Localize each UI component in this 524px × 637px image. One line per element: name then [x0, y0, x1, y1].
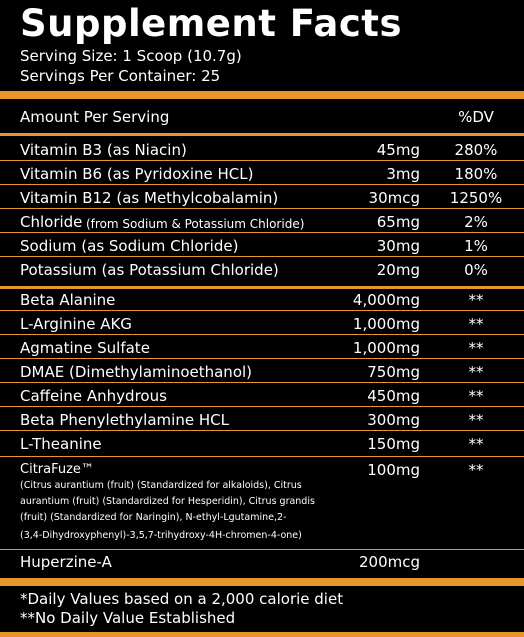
ingredient-amount: 200mcg: [358, 553, 420, 571]
row-divider: [0, 430, 524, 431]
ingredient-amount: 150mg: [367, 435, 420, 453]
ingredient-dv: **: [468, 291, 484, 309]
ingredient-amount: 30mg: [376, 237, 420, 255]
ingredient-dv: **: [468, 435, 484, 453]
ingredient-amount: 750mg: [367, 363, 420, 381]
ingredient-amount: 45mg: [376, 141, 420, 159]
ingredient-dv: **: [468, 315, 484, 333]
ingredient-dv: **: [468, 387, 484, 405]
row-divider: [0, 256, 524, 257]
ingredient-amount: 100mg: [367, 461, 420, 479]
ingredient-name: Sodium (as Sodium Chloride): [20, 237, 239, 255]
ingredient-amount: 30mcg: [368, 189, 420, 207]
footnote-no-daily-value: **No Daily Value Established: [20, 609, 236, 627]
ingredient-name: L-Arginine AKG: [20, 315, 132, 333]
divider-medium: [0, 286, 524, 289]
ingredient-dv: 1%: [464, 237, 488, 255]
row-divider: [0, 310, 524, 311]
ingredient-dv: 1250%: [449, 189, 503, 207]
citrafuze-detail-line: (3,4-Dihydroxyphenyl)-3,5,7-trihydroxy-4…: [20, 530, 302, 541]
ingredient-name: Vitamin B6 (as Pyridoxine HCL): [20, 165, 254, 183]
ingredient-dv: **: [468, 339, 484, 357]
ingredient-dv: **: [468, 411, 484, 429]
ingredient-amount: 20mg: [376, 261, 420, 279]
ingredient-amount: 1,000mg: [352, 339, 420, 357]
ingredient-name: Huperzine-A: [20, 553, 112, 571]
divider-bottom: [0, 632, 524, 637]
ingredient-name: DMAE (Dimethylaminoethanol): [20, 363, 253, 381]
citrafuze-detail-line: (fruit) (Standardized for Naringin), N-e…: [20, 512, 287, 523]
servings-per-container: Servings Per Container: 25: [20, 67, 221, 85]
ingredient-name: Vitamin B12 (as Methylcobalamin): [20, 189, 279, 207]
ingredient-amount: 1,000mg: [352, 315, 420, 333]
row-divider: [0, 184, 524, 185]
ingredient-name-suffix: (from Sodium & Potassium Chloride): [86, 217, 305, 231]
ingredient-name: Potassium (as Potassium Chloride): [20, 261, 279, 279]
ingredient-name: Agmatine Sulfate: [20, 339, 150, 357]
ingredient-amount: 4,000mg: [352, 291, 420, 309]
citrafuze-detail: (Citrus aurantium (fruit) (Standardized …: [20, 478, 440, 544]
row-divider: [0, 334, 524, 335]
ingredient-amount: 300mg: [367, 411, 420, 429]
row-divider: [0, 358, 524, 359]
row-divider: [0, 208, 524, 209]
ingredient-dv: 2%: [464, 213, 488, 231]
row-divider: [0, 160, 524, 161]
ingredient-dv: **: [468, 363, 484, 381]
ingredient-name: L-Theanine: [20, 435, 102, 453]
page-title: Supplement Facts: [20, 2, 403, 45]
citrafuze-detail-line: aurantium (fruit) (Standardized for Hesp…: [20, 496, 315, 507]
divider-thick: [0, 91, 524, 99]
citrafuze-detail-line: (Citrus aurantium (fruit) (Standardized …: [20, 480, 302, 491]
ingredient-name: Vitamin B3 (as Niacin): [20, 141, 187, 159]
ingredient-amount: 3mg: [386, 165, 420, 183]
row-divider: [0, 406, 524, 407]
amount-per-serving-label: Amount Per Serving: [20, 108, 170, 126]
ingredient-name: Beta Phenylethylamine HCL: [20, 411, 229, 429]
dv-header-label: %DV: [458, 108, 494, 126]
row-divider: [0, 549, 524, 550]
ingredient-amount: 450mg: [367, 387, 420, 405]
row-divider: [0, 232, 524, 233]
ingredient-name: Beta Alanine: [20, 291, 116, 309]
divider-medium: [0, 133, 524, 136]
ingredient-dv: **: [468, 461, 484, 479]
ingredient-dv: 280%: [454, 141, 498, 159]
ingredient-dv: 180%: [454, 165, 498, 183]
ingredient-name: CitraFuze™: [20, 462, 94, 477]
row-divider: [0, 456, 524, 457]
row-divider: [0, 382, 524, 383]
serving-size: Serving Size: 1 Scoop (10.7g): [20, 47, 242, 65]
footnote-daily-value: *Daily Values based on a 2,000 calorie d…: [20, 590, 344, 608]
ingredient-amount: 65mg: [376, 213, 420, 231]
divider-thick: [0, 578, 524, 586]
ingredient-name: Caffeine Anhydrous: [20, 387, 167, 405]
ingredient-dv: 0%: [464, 261, 488, 279]
ingredient-name: Chloride: [20, 213, 83, 231]
